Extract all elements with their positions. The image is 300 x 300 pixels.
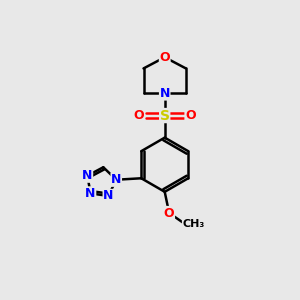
Text: O: O	[159, 51, 170, 64]
Text: N: N	[103, 189, 113, 203]
Text: O: O	[185, 109, 196, 122]
Text: O: O	[164, 206, 175, 220]
Text: O: O	[134, 109, 144, 122]
Text: S: S	[160, 109, 170, 122]
Text: N: N	[85, 187, 96, 200]
Text: N: N	[82, 169, 93, 182]
Text: N: N	[111, 173, 122, 186]
Text: CH₃: CH₃	[182, 219, 205, 229]
Text: N: N	[160, 87, 170, 100]
